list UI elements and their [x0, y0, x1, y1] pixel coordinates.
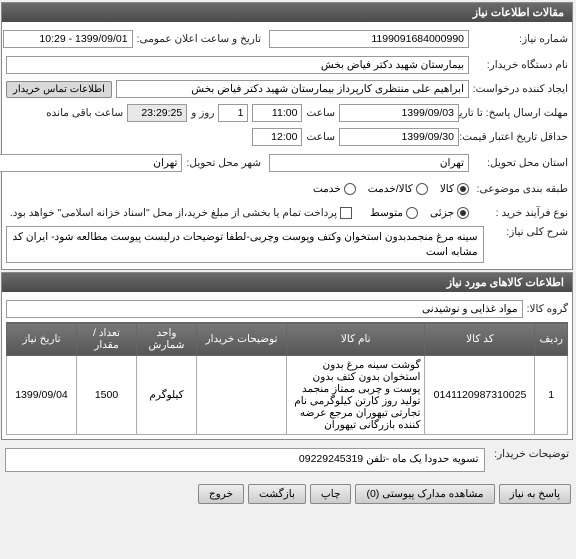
group-value: مواد غذایی و نوشیدنی [7, 300, 524, 318]
announce-label: تاریخ و ساعت اعلان عمومی: [138, 33, 262, 45]
buyer-label: نام دستگاه خریدار: [474, 59, 569, 71]
goods-table: ردیف کد کالا نام کالا توضیحات خریدار واح… [7, 322, 569, 435]
cell-buyer-notes [198, 356, 288, 435]
remain-value: 23:29:25 [128, 104, 188, 122]
radio-svc-label: خدمت [314, 183, 342, 195]
radio-dot-icon [417, 183, 429, 195]
radio-dot-icon [458, 183, 470, 195]
cell-code: 0141120987310025 [426, 356, 536, 435]
col-code: کد کالا [426, 323, 536, 356]
req-no-value: 1199091684000990 [270, 30, 470, 48]
buyer-value: بیمارستان شهید دکتر فیاض بخش [7, 56, 470, 74]
time-label-1: ساعت [307, 107, 336, 119]
group-label: گروه کالا: [528, 303, 569, 315]
col-qty: تعداد / مقدار [78, 323, 138, 356]
buyer-notes-label: توضیحات خریدار: [490, 448, 570, 460]
partial-pay-label: پرداخت تمام یا بخشی از مبلغ خرید،از محل … [11, 207, 338, 219]
print-button[interactable]: چاپ [311, 484, 353, 504]
deadline-resp-label: مهلت ارسال پاسخ: تا تاریخ: [464, 107, 569, 119]
panel2-header: اطلاعات کالاهای مورد نیاز [3, 273, 573, 292]
city-label: شهر محل تحویل: [187, 157, 262, 169]
radio-dot-icon [345, 183, 357, 195]
days-value: 1 [219, 104, 249, 122]
table-header-row: ردیف کد کالا نام کالا توضیحات خریدار واح… [8, 323, 569, 356]
purchase-type-label: نوع فرآیند خرید : [474, 207, 569, 219]
panel1-body: شماره نیاز: 1199091684000990 تاریخ و ساع… [3, 22, 573, 269]
creator-label: ایجاد کننده درخواست: [474, 83, 569, 95]
province-value: تهران [270, 154, 470, 172]
buyer-notes-text: تسویه حدودا یک ماه -تلفن 09229245319 [6, 448, 486, 472]
deadline-price-time: 12:00 [253, 128, 303, 146]
exit-button[interactable]: خروج [199, 484, 245, 504]
goods-panel: اطلاعات کالاهای مورد نیاز گروه کالا: موا… [2, 272, 574, 440]
cell-idx: 1 [536, 356, 569, 435]
deadline-resp-date: 1399/09/03 [340, 104, 460, 122]
panel2-body: گروه کالا: مواد غذایی و نوشیدنی ردیف کد … [3, 292, 573, 439]
cell-date: 1399/09/04 [8, 356, 78, 435]
attachments-button[interactable]: مشاهده مدارک پیوستی (0) [356, 484, 495, 504]
col-name: نام کالا [288, 323, 426, 356]
col-buyer-notes: توضیحات خریدار [198, 323, 288, 356]
radio-dot-icon [407, 207, 419, 219]
radio-goods[interactable]: کالا [441, 183, 470, 195]
province-label: استان محل تحویل: [474, 157, 569, 169]
radio-low-label: جزئی [431, 207, 455, 219]
buyer-notes-section: توضیحات خریدار: تسویه حدودا یک ماه -تلفن… [2, 442, 574, 478]
radio-dot-icon [458, 207, 470, 219]
req-no-label: شماره نیاز: [474, 33, 569, 45]
deadline-price-date: 1399/09/30 [340, 128, 460, 146]
panel1-header: مقالات اطلاعات نیاز [3, 3, 573, 22]
button-row: پاسخ به نیاز مشاهده مدارک پیوستی (0) چاپ… [0, 480, 576, 508]
back-button[interactable]: بازگشت [249, 484, 307, 504]
radio-service[interactable]: خدمت [314, 183, 357, 195]
radio-gs-label: کالا/خدمت [369, 183, 414, 195]
radio-goods-service[interactable]: کالا/خدمت [369, 183, 429, 195]
radio-mid[interactable]: متوسط [371, 207, 419, 219]
cell-name: گوشت سینه مرغ بدون استخوان بدون کتف بدون… [288, 356, 426, 435]
respond-button[interactable]: پاسخ به نیاز [500, 484, 572, 504]
col-date: تاریخ نیاز [8, 323, 78, 356]
city-value: تهران [0, 154, 183, 172]
time-label-2: ساعت [307, 131, 336, 143]
radio-low[interactable]: جزئی [431, 207, 470, 219]
pack-label: طبقه بندی موضوعی: [474, 183, 569, 195]
desc-label: شرح کلی نیاز: [489, 226, 569, 238]
desc-text: سینه مرغ منجمدبدون استخوان وکتف وپوست وچ… [7, 226, 485, 263]
creator-value: ابراهیم علی منتظری کارپرداز بیمارستان شه… [117, 80, 470, 98]
remain-label: ساعت باقی مانده [47, 107, 124, 119]
table-row[interactable]: 1 0141120987310025 گوشت سینه مرغ بدون اس… [8, 356, 569, 435]
cell-qty: 1500 [78, 356, 138, 435]
col-unit: واحد شمارش [138, 323, 198, 356]
announce-value: 1399/09/01 - 10:29 [4, 30, 134, 48]
checkbox-icon [341, 207, 353, 219]
cell-unit: کیلوگرم [138, 356, 198, 435]
partial-pay-check[interactable]: پرداخت تمام یا بخشی از مبلغ خرید،از محل … [11, 207, 353, 219]
days-label: روز و [192, 107, 215, 119]
col-idx: ردیف [536, 323, 569, 356]
radio-mid-label: متوسط [371, 207, 404, 219]
deadline-resp-time: 11:00 [253, 104, 303, 122]
radio-goods-label: کالا [441, 183, 455, 195]
pack-radio-group: کالا کالا/خدمت خدمت [314, 183, 470, 195]
purchase-type-group: جزئی متوسط [371, 207, 470, 219]
deadline-price-label: حداقل تاریخ اعتبار قیمت: تا تاریخ: [464, 131, 569, 143]
need-info-panel: مقالات اطلاعات نیاز شماره نیاز: 11990916… [2, 2, 574, 270]
contact-badge[interactable]: اطلاعات تماس خریدار [7, 81, 113, 98]
